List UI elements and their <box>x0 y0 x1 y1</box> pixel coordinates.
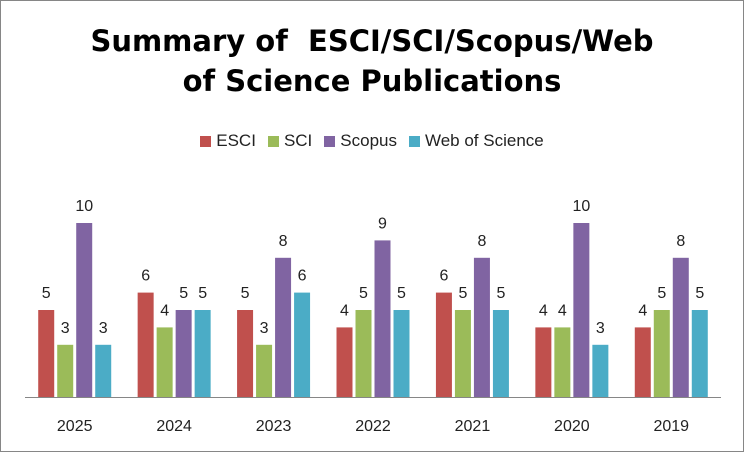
bar-esci-2021 <box>435 292 452 397</box>
bar-scopus-2023 <box>275 257 292 397</box>
legend-item-esci: ESCI <box>200 131 256 151</box>
data-label: 8 <box>676 233 685 250</box>
data-label: 5 <box>42 285 51 302</box>
data-label: 5 <box>179 285 188 302</box>
bar-esci-2024 <box>137 292 154 397</box>
bar-esci-2025 <box>38 310 55 397</box>
data-label: 4 <box>340 302 349 319</box>
legend-swatch <box>408 135 420 147</box>
bar-esci-2019 <box>634 327 651 397</box>
legend-swatch <box>324 135 336 147</box>
data-label: 6 <box>141 268 150 285</box>
legend-swatch <box>200 135 212 147</box>
x-tick-label: 2025 <box>57 418 93 435</box>
legend-label: Web of Science <box>424 131 544 150</box>
bar-sci-2020 <box>554 327 571 397</box>
bar-web-of-science-2022 <box>393 310 410 397</box>
data-label: 8 <box>477 233 486 250</box>
data-label: 8 <box>279 233 288 250</box>
bar-sci-2021 <box>454 310 471 397</box>
data-label: 4 <box>160 302 169 319</box>
bar-sci-2022 <box>355 310 372 397</box>
data-label: 10 <box>572 198 590 215</box>
bar-esci-2023 <box>237 310 254 397</box>
chart-title-line-2: of Science Publications <box>182 64 562 98</box>
data-label: 5 <box>657 285 666 302</box>
data-label: 4 <box>638 302 647 319</box>
data-label: 4 <box>558 302 567 319</box>
legend-item-scopus: Scopus <box>324 131 397 151</box>
bar-web-of-science-2019 <box>691 310 708 397</box>
bar-esci-2022 <box>336 327 353 397</box>
chart-title: Summary of ESCI/SCI/Scopus/Web of Scienc… <box>1 21 743 101</box>
data-label: 3 <box>596 320 605 337</box>
bar-web-of-science-2024 <box>194 310 211 397</box>
chart-title-line-1: Summary of ESCI/SCI/Scopus/Web <box>90 24 654 58</box>
bar-sci-2023 <box>256 344 273 397</box>
x-tick-label: 2024 <box>156 418 192 435</box>
data-label: 5 <box>241 285 250 302</box>
bar-sci-2024 <box>156 327 173 397</box>
bar-scopus-2025 <box>76 223 93 397</box>
bar-scopus-2019 <box>672 257 689 397</box>
legend-item-sci: SCI <box>267 131 313 151</box>
data-label: 4 <box>539 302 548 319</box>
data-label: 6 <box>439 268 448 285</box>
data-label: 9 <box>378 215 387 232</box>
x-tick-label: 2020 <box>554 418 590 435</box>
bar-web-of-science-2020 <box>592 344 609 397</box>
data-label: 3 <box>99 320 108 337</box>
bar-esci-2020 <box>535 327 552 397</box>
data-label: 5 <box>458 285 467 302</box>
legend-swatch <box>267 135 279 147</box>
bar-sci-2025 <box>57 344 74 397</box>
data-label: 5 <box>496 285 505 302</box>
data-label: 6 <box>298 268 307 285</box>
bar-sci-2019 <box>653 310 670 397</box>
bar-scopus-2022 <box>374 240 391 397</box>
legend-label: SCI <box>283 131 313 150</box>
data-label: 5 <box>695 285 704 302</box>
chart-legend: ESCI SCI Scopus Web of Science <box>1 131 743 151</box>
bar-scopus-2021 <box>473 257 490 397</box>
data-label: 5 <box>198 285 207 302</box>
bar-web-of-science-2023 <box>294 292 311 397</box>
legend-label: Scopus <box>340 131 397 150</box>
legend-item-web-of-science: Web of Science <box>408 131 544 151</box>
x-tick-label: 2022 <box>355 418 391 435</box>
x-tick-label: 2023 <box>256 418 292 435</box>
data-label: 5 <box>359 285 368 302</box>
bar-scopus-2024 <box>175 310 192 397</box>
data-label: 5 <box>397 285 406 302</box>
bar-web-of-science-2021 <box>492 310 509 397</box>
data-label: 3 <box>260 320 269 337</box>
x-tick-label: 2019 <box>653 418 689 435</box>
legend-label: ESCI <box>216 131 256 150</box>
data-label: 10 <box>75 198 93 215</box>
bar-web-of-science-2025 <box>95 344 112 397</box>
data-label: 3 <box>61 320 70 337</box>
x-tick-label: 2021 <box>455 418 491 435</box>
bar-scopus-2020 <box>573 223 590 397</box>
